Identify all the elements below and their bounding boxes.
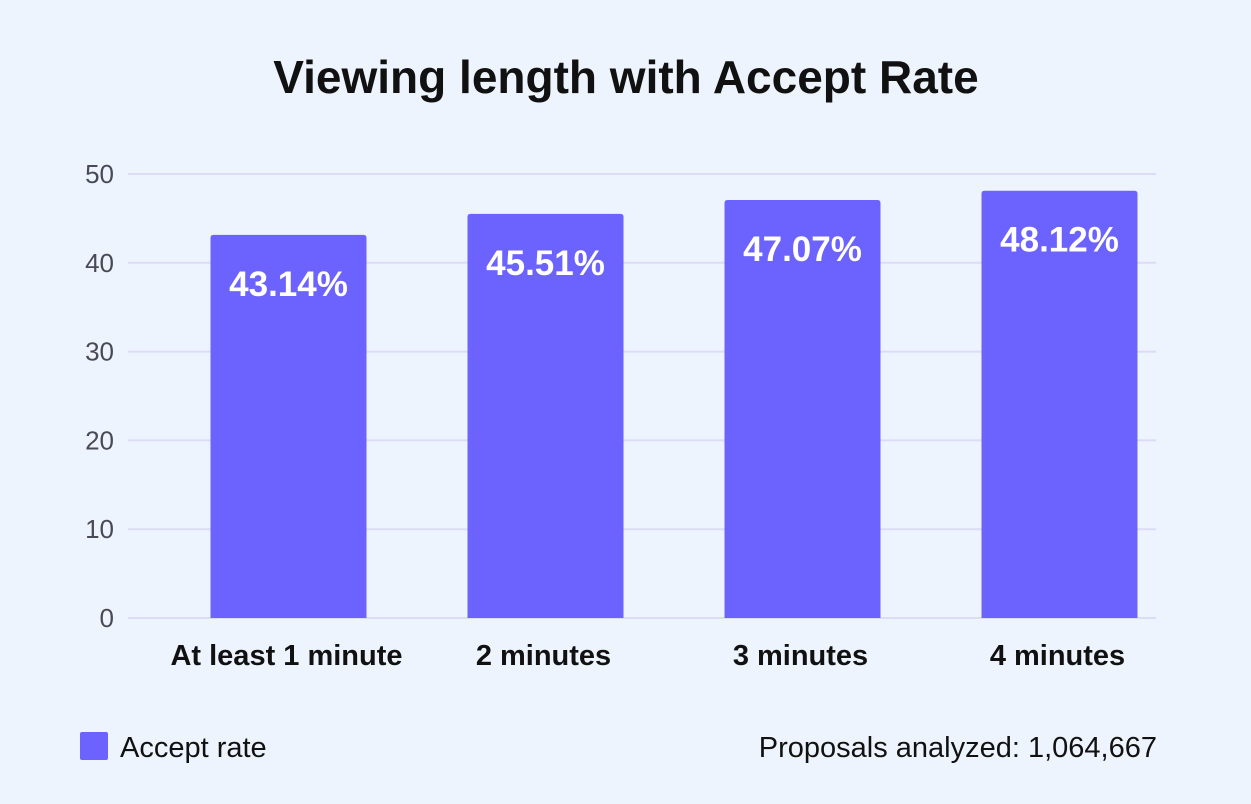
bar [724,200,881,618]
bar-value-label: 47.07% [743,230,862,269]
y-axis-tick-labels: 0 10 20 30 40 50 [85,159,114,633]
data-labels: 43.14% 45.51% 47.07% 48.12% [229,221,1119,304]
legend-label: Accept rate [120,732,267,764]
x-tick-label: 4 minutes [990,640,1125,672]
x-tick-label: 3 minutes [733,640,868,672]
bar-value-label: 45.51% [486,244,605,283]
bar-value-label: 43.14% [229,265,348,304]
y-tick-label: 50 [85,159,114,189]
bar [981,190,1138,618]
x-axis-tick-labels: At least 1 minute 2 minutes 3 minutes 4 min… [170,640,1125,672]
legend-swatch [80,732,108,760]
proposals-analyzed-note: Proposals analyzed: 1,064,667 [759,732,1157,764]
bar [210,234,367,618]
chart-title: Viewing length with Accept Rate [273,51,978,103]
y-tick-label: 0 [100,603,114,633]
bars [210,190,1138,618]
legend: Accept rate [80,732,267,764]
x-tick-label: 2 minutes [476,640,611,672]
bar-value-label: 48.12% [1000,221,1119,260]
y-tick-label: 30 [85,337,114,367]
y-tick-label: 20 [85,425,114,455]
bar [467,213,624,618]
y-tick-label: 10 [85,514,114,544]
x-tick-label: At least 1 minute [170,640,402,672]
y-tick-label: 40 [85,248,114,278]
